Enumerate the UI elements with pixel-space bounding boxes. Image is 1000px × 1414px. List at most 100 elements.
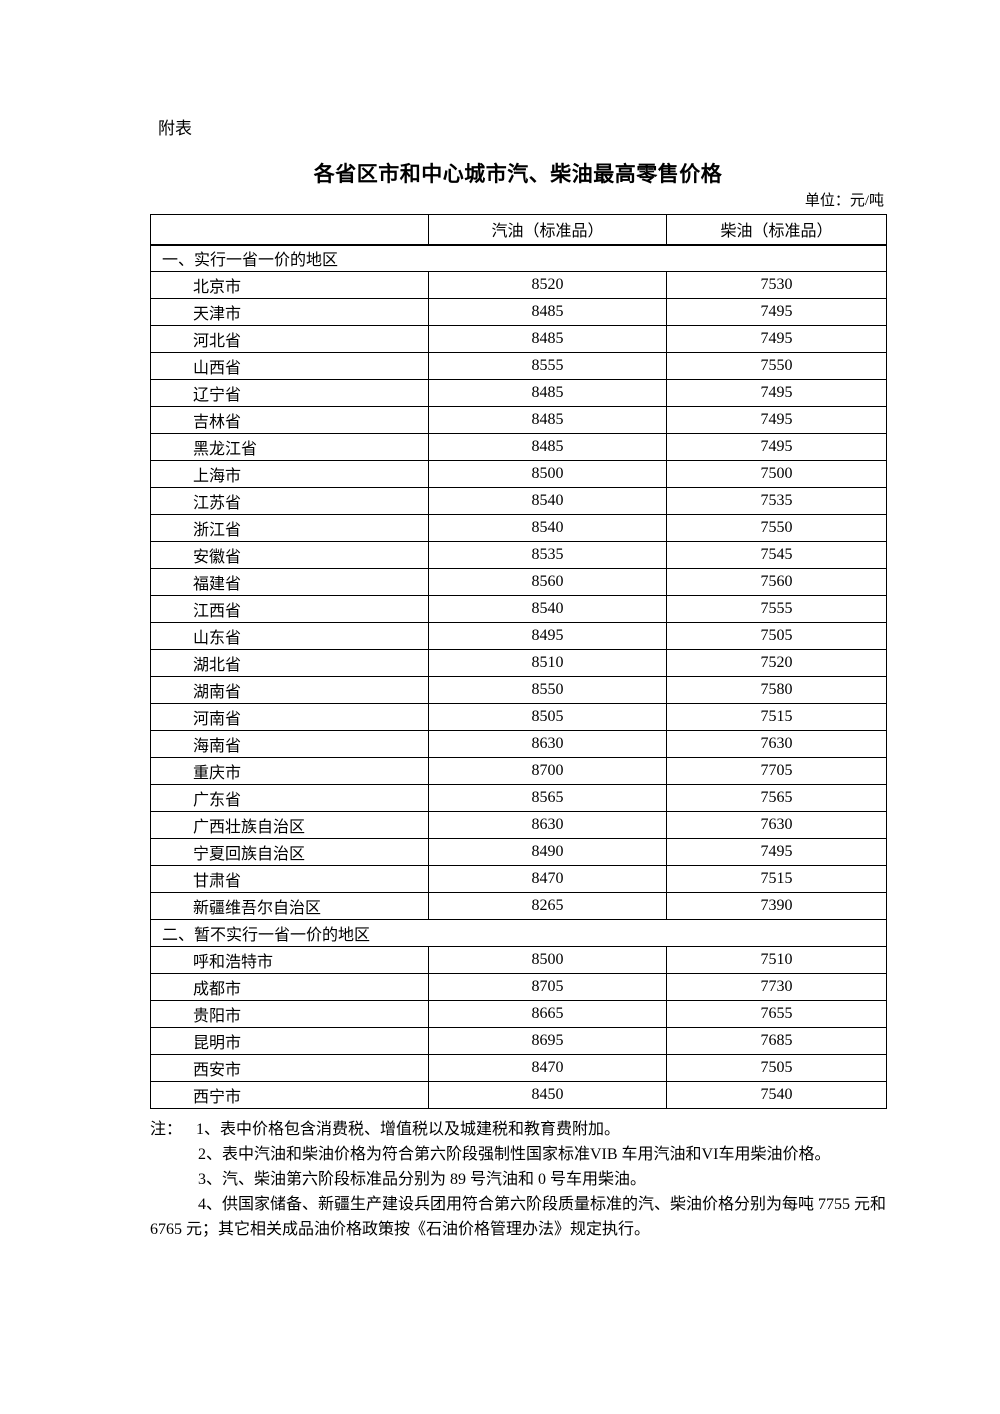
- gasoline-price-cell: 8540: [428, 595, 667, 623]
- table-row: 山东省 8495 7505: [150, 622, 887, 650]
- table-row: 安徽省 8535 7545: [150, 541, 887, 569]
- diesel-price-cell: 7545: [666, 541, 887, 569]
- table-row: 上海市 8500 7500: [150, 460, 887, 488]
- unit-label: 单位：元/吨: [804, 193, 884, 209]
- note-line-1: 注： 1、表中价格包含消费税、增值税以及城建税和教育费附加。: [150, 1117, 886, 1142]
- gasoline-price-cell: 8695: [428, 1027, 667, 1055]
- region-cell: 江西省: [150, 595, 429, 623]
- section-header-label: 一、实行一省一价的地区: [150, 244, 887, 272]
- region-cell: 北京市: [150, 271, 429, 299]
- table-row: 重庆市 8700 7705: [150, 757, 887, 785]
- table-row: 昆明市 8695 7685: [150, 1027, 887, 1055]
- gasoline-price-cell: 8630: [428, 730, 667, 758]
- note-text-1: 1、表中价格包含消费税、增值税以及城建税和教育费附加。: [196, 1121, 621, 1138]
- gasoline-price-cell: 8560: [428, 568, 667, 596]
- region-cell: 福建省: [150, 568, 429, 596]
- gasoline-price-cell: 8485: [428, 379, 667, 407]
- diesel-price-cell: 7555: [666, 595, 887, 623]
- table-row: 新疆维吾尔自治区 8265 7390: [150, 892, 887, 920]
- region-cell: 宁夏回族自治区: [150, 838, 429, 866]
- region-cell: 辽宁省: [150, 379, 429, 407]
- diesel-price-cell: 7495: [666, 433, 887, 461]
- diesel-price-cell: 7505: [666, 622, 887, 650]
- table-row: 北京市 8520 7530: [150, 271, 887, 299]
- region-cell: 西宁市: [150, 1081, 429, 1109]
- gasoline-price-cell: 8700: [428, 757, 667, 785]
- gasoline-price-cell: 8500: [428, 460, 667, 488]
- gasoline-price-cell: 8630: [428, 811, 667, 839]
- price-table: 汽油（标准品） 柴油（标准品） 一、实行一省一价的地区 北京市 8520 7530 天津…: [150, 214, 887, 1109]
- table-row: 西宁市 8450 7540: [150, 1081, 887, 1109]
- region-cell: 安徽省: [150, 541, 429, 569]
- gasoline-price-cell: 8485: [428, 406, 667, 434]
- region-cell: 新疆维吾尔自治区: [150, 892, 429, 920]
- diesel-price-cell: 7520: [666, 649, 887, 677]
- diesel-price-cell: 7705: [666, 757, 887, 785]
- note-line-2: 2、表中汽油和柴油价格为符合第六阶段强制性国家标准VIB 车用汽油和VI车用柴油…: [198, 1146, 831, 1163]
- table-row: 呼和浩特市 8500 7510: [150, 946, 887, 974]
- diesel-price-cell: 7580: [666, 676, 887, 704]
- region-cell: 河北省: [150, 325, 429, 353]
- gasoline-price-cell: 8665: [428, 1000, 667, 1028]
- region-cell: 湖北省: [150, 649, 429, 677]
- table-row: 海南省 8630 7630: [150, 730, 887, 758]
- notes-block: 注： 1、表中价格包含消费税、增值税以及城建税和教育费附加。 2、表中汽油和柴油价…: [150, 1117, 886, 1242]
- region-cell: 黑龙江省: [150, 433, 429, 461]
- table-row: 山西省 8555 7550: [150, 352, 887, 380]
- gasoline-price-cell: 8500: [428, 946, 667, 974]
- region-cell: 山东省: [150, 622, 429, 650]
- table-row: 贵阳市 8665 7655: [150, 1000, 887, 1028]
- gasoline-price-cell: 8520: [428, 271, 667, 299]
- region-cell: 河南省: [150, 703, 429, 731]
- table-row: 湖北省 8510 7520: [150, 649, 887, 677]
- gasoline-price-cell: 8510: [428, 649, 667, 677]
- region-cell: 浙江省: [150, 514, 429, 542]
- table-row: 成都市 8705 7730: [150, 973, 887, 1001]
- table-row: 西安市 8470 7505: [150, 1054, 887, 1082]
- section-header-row: 一、实行一省一价的地区: [150, 244, 887, 272]
- document-content: 附表 各省区市和中心城市汽、柴油最高零售价格 单位：元/吨 汽油（标准品） 柴油…: [150, 118, 887, 1242]
- diesel-price-cell: 7655: [666, 1000, 887, 1028]
- diesel-price-cell: 7550: [666, 514, 887, 542]
- gasoline-price-cell: 8550: [428, 676, 667, 704]
- gasoline-price-cell: 8485: [428, 298, 667, 326]
- note-line-3: 3、汽、柴油第六阶段标准品分别为 89 号汽油和 0 号车用柴油。: [198, 1171, 647, 1188]
- region-column-header: [150, 214, 429, 246]
- gasoline-price-cell: 8450: [428, 1081, 667, 1109]
- diesel-price-cell: 7560: [666, 568, 887, 596]
- diesel-price-cell: 7495: [666, 379, 887, 407]
- gasoline-price-cell: 8485: [428, 325, 667, 353]
- region-cell: 广西壮族自治区: [150, 811, 429, 839]
- table-row: 江西省 8540 7555: [150, 595, 887, 623]
- region-cell: 西安市: [150, 1054, 429, 1082]
- diesel-price-cell: 7565: [666, 784, 887, 812]
- diesel-column-header: 柴油（标准品）: [666, 214, 887, 246]
- gasoline-price-cell: 8470: [428, 865, 667, 893]
- diesel-price-cell: 7685: [666, 1027, 887, 1055]
- table-row: 江苏省 8540 7535: [150, 487, 887, 515]
- gasoline-price-cell: 8485: [428, 433, 667, 461]
- diesel-price-cell: 7530: [666, 271, 887, 299]
- section-header-label: 二、暂不实行一省一价的地区: [150, 919, 887, 947]
- region-cell: 江苏省: [150, 487, 429, 515]
- table-row: 天津市 8485 7495: [150, 298, 887, 326]
- gasoline-price-cell: 8470: [428, 1054, 667, 1082]
- diesel-price-cell: 7630: [666, 730, 887, 758]
- table-row: 宁夏回族自治区 8490 7495: [150, 838, 887, 866]
- gasoline-column-header: 汽油（标准品）: [428, 214, 667, 246]
- region-cell: 甘肃省: [150, 865, 429, 893]
- gasoline-price-cell: 8535: [428, 541, 667, 569]
- region-cell: 广东省: [150, 784, 429, 812]
- diesel-price-cell: 7540: [666, 1081, 887, 1109]
- table-row: 广西壮族自治区 8630 7630: [150, 811, 887, 839]
- diesel-price-cell: 7630: [666, 811, 887, 839]
- region-cell: 呼和浩特市: [150, 946, 429, 974]
- gasoline-price-cell: 8540: [428, 487, 667, 515]
- region-cell: 天津市: [150, 298, 429, 326]
- region-cell: 成都市: [150, 973, 429, 1001]
- region-cell: 山西省: [150, 352, 429, 380]
- diesel-price-cell: 7495: [666, 406, 887, 434]
- region-cell: 海南省: [150, 730, 429, 758]
- diesel-price-cell: 7495: [666, 298, 887, 326]
